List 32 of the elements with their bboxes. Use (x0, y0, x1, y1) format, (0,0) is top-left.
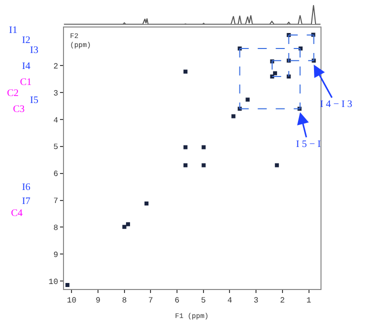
x-tick-label: 4 (227, 296, 232, 306)
y-tick-label: 10 (48, 278, 58, 287)
x-tick-label: 1 (306, 296, 312, 306)
x-tick-label: 5 (200, 296, 206, 306)
x-tick-label: 9 (96, 296, 101, 306)
text: I7 (22, 196, 30, 207)
x-tick-label: 7 (148, 296, 154, 306)
text: C1 (20, 77, 32, 88)
y-tick-label: 8 (53, 224, 58, 233)
text: I2 (22, 35, 30, 46)
text: I4 (22, 61, 30, 72)
text: C4 (11, 208, 23, 219)
text: I3 (30, 45, 38, 56)
y-tick-label: 7 (53, 197, 58, 206)
text: C3 (13, 104, 25, 115)
x-tick-label: 8 (122, 296, 127, 306)
annotation: I 4 − I 3 (320, 99, 352, 110)
x-tick-label: 2 (280, 296, 286, 306)
x-tick-label: 10 (66, 296, 77, 306)
y-tick-label: 2 (53, 62, 58, 72)
text: I6 (22, 182, 30, 193)
annotation: I 5 − I (296, 139, 321, 150)
text: C2 (7, 88, 19, 99)
y-tick-label: 4 (53, 116, 58, 126)
y-tick-label: 6 (53, 170, 58, 180)
y-tick-label: 3 (53, 89, 58, 98)
x-tick-label: 3 (254, 296, 259, 306)
text: I1 (9, 25, 18, 36)
text: I5 (30, 95, 38, 106)
y-tick-label: 9 (53, 250, 58, 260)
y-tick-label: 5 (53, 143, 58, 152)
x-tick-label: 6 (174, 296, 180, 306)
